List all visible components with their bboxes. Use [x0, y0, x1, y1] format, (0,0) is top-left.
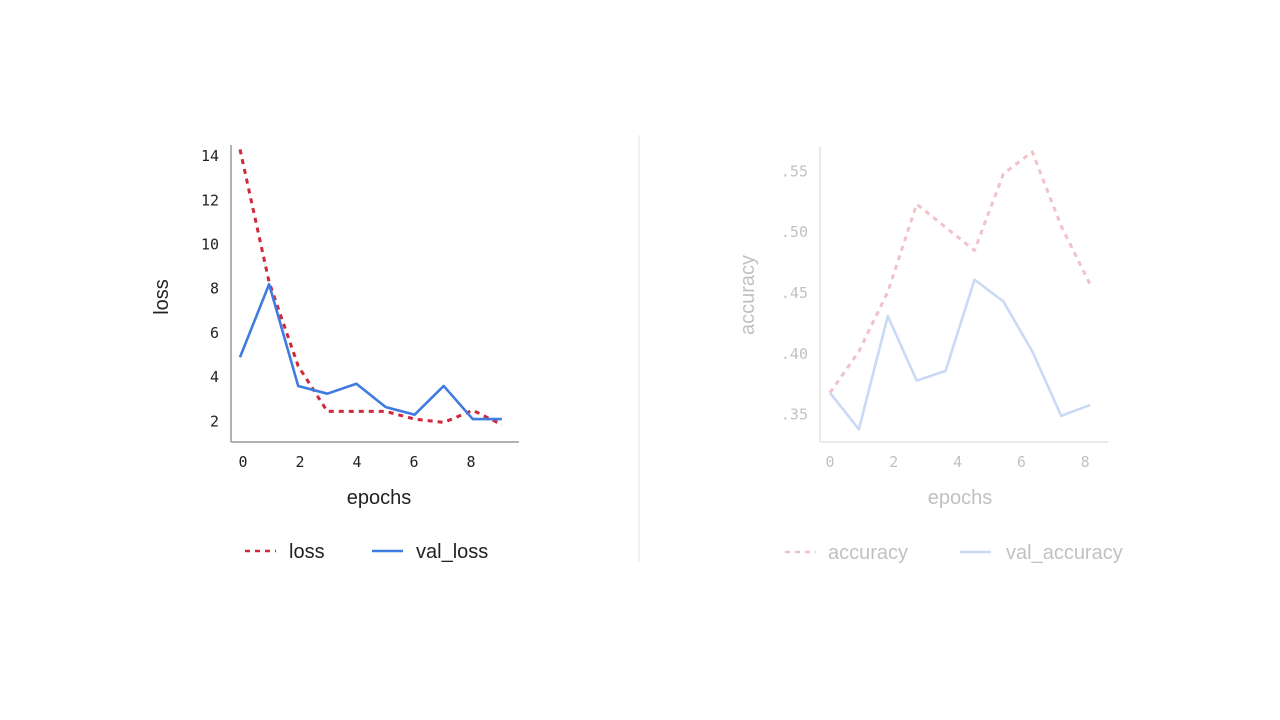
x-tick-label: 8	[466, 453, 475, 471]
y-axis-label: loss	[151, 279, 173, 315]
y-tick-label: 6	[210, 324, 219, 342]
x-tick-label: 0	[825, 453, 834, 471]
x-tick-label: 4	[352, 453, 361, 471]
y-tick-label: 4	[210, 368, 219, 386]
x-tick-label: 8	[1081, 453, 1090, 471]
y-tick-label: .55	[781, 162, 808, 180]
x-axis-label: epochs	[347, 487, 412, 509]
x-tick-label: 2	[889, 453, 898, 471]
x-tick-label: 6	[1017, 453, 1026, 471]
y-tick-label: 10	[201, 235, 219, 253]
y-tick-label: 14	[201, 147, 219, 165]
legend-label-val_loss: val_loss	[416, 541, 488, 563]
y-tick-label: 8	[210, 280, 219, 298]
y-tick-label: 12	[201, 191, 219, 209]
legend-label-val_accuracy: val_accuracy	[1006, 542, 1123, 564]
x-tick-label: 2	[295, 453, 304, 471]
y-axis-label: accuracy	[737, 255, 759, 335]
chart-loss: 2 4 6 8 10 12 14 0 2 4 6 8 epochs loss loss val_loss	[151, 145, 519, 563]
legend-label-accuracy: accuracy	[828, 542, 908, 564]
x-tick-label: 6	[409, 453, 418, 471]
y-tick-label: .40	[781, 345, 808, 363]
x-axis-label: epochs	[928, 487, 993, 509]
chart-accuracy: .35 .40 .45 .50 .55 0 2 4 6 8 epochs accuracy accura…	[737, 147, 1123, 564]
series-line-loss	[238, 149, 503, 426]
x-tick-label: 0	[238, 453, 247, 471]
legend-label-loss: loss	[289, 541, 325, 563]
y-tick-label: .50	[781, 223, 808, 241]
y-tick-label: .45	[781, 284, 808, 302]
series-line-val_loss	[238, 282, 502, 421]
series-line-val_accuracy	[828, 278, 1091, 431]
x-tick-label: 4	[953, 453, 962, 471]
series-line-accuracy	[828, 150, 1092, 394]
y-tick-label: .35	[781, 406, 808, 424]
y-tick-label: 2	[210, 412, 219, 430]
